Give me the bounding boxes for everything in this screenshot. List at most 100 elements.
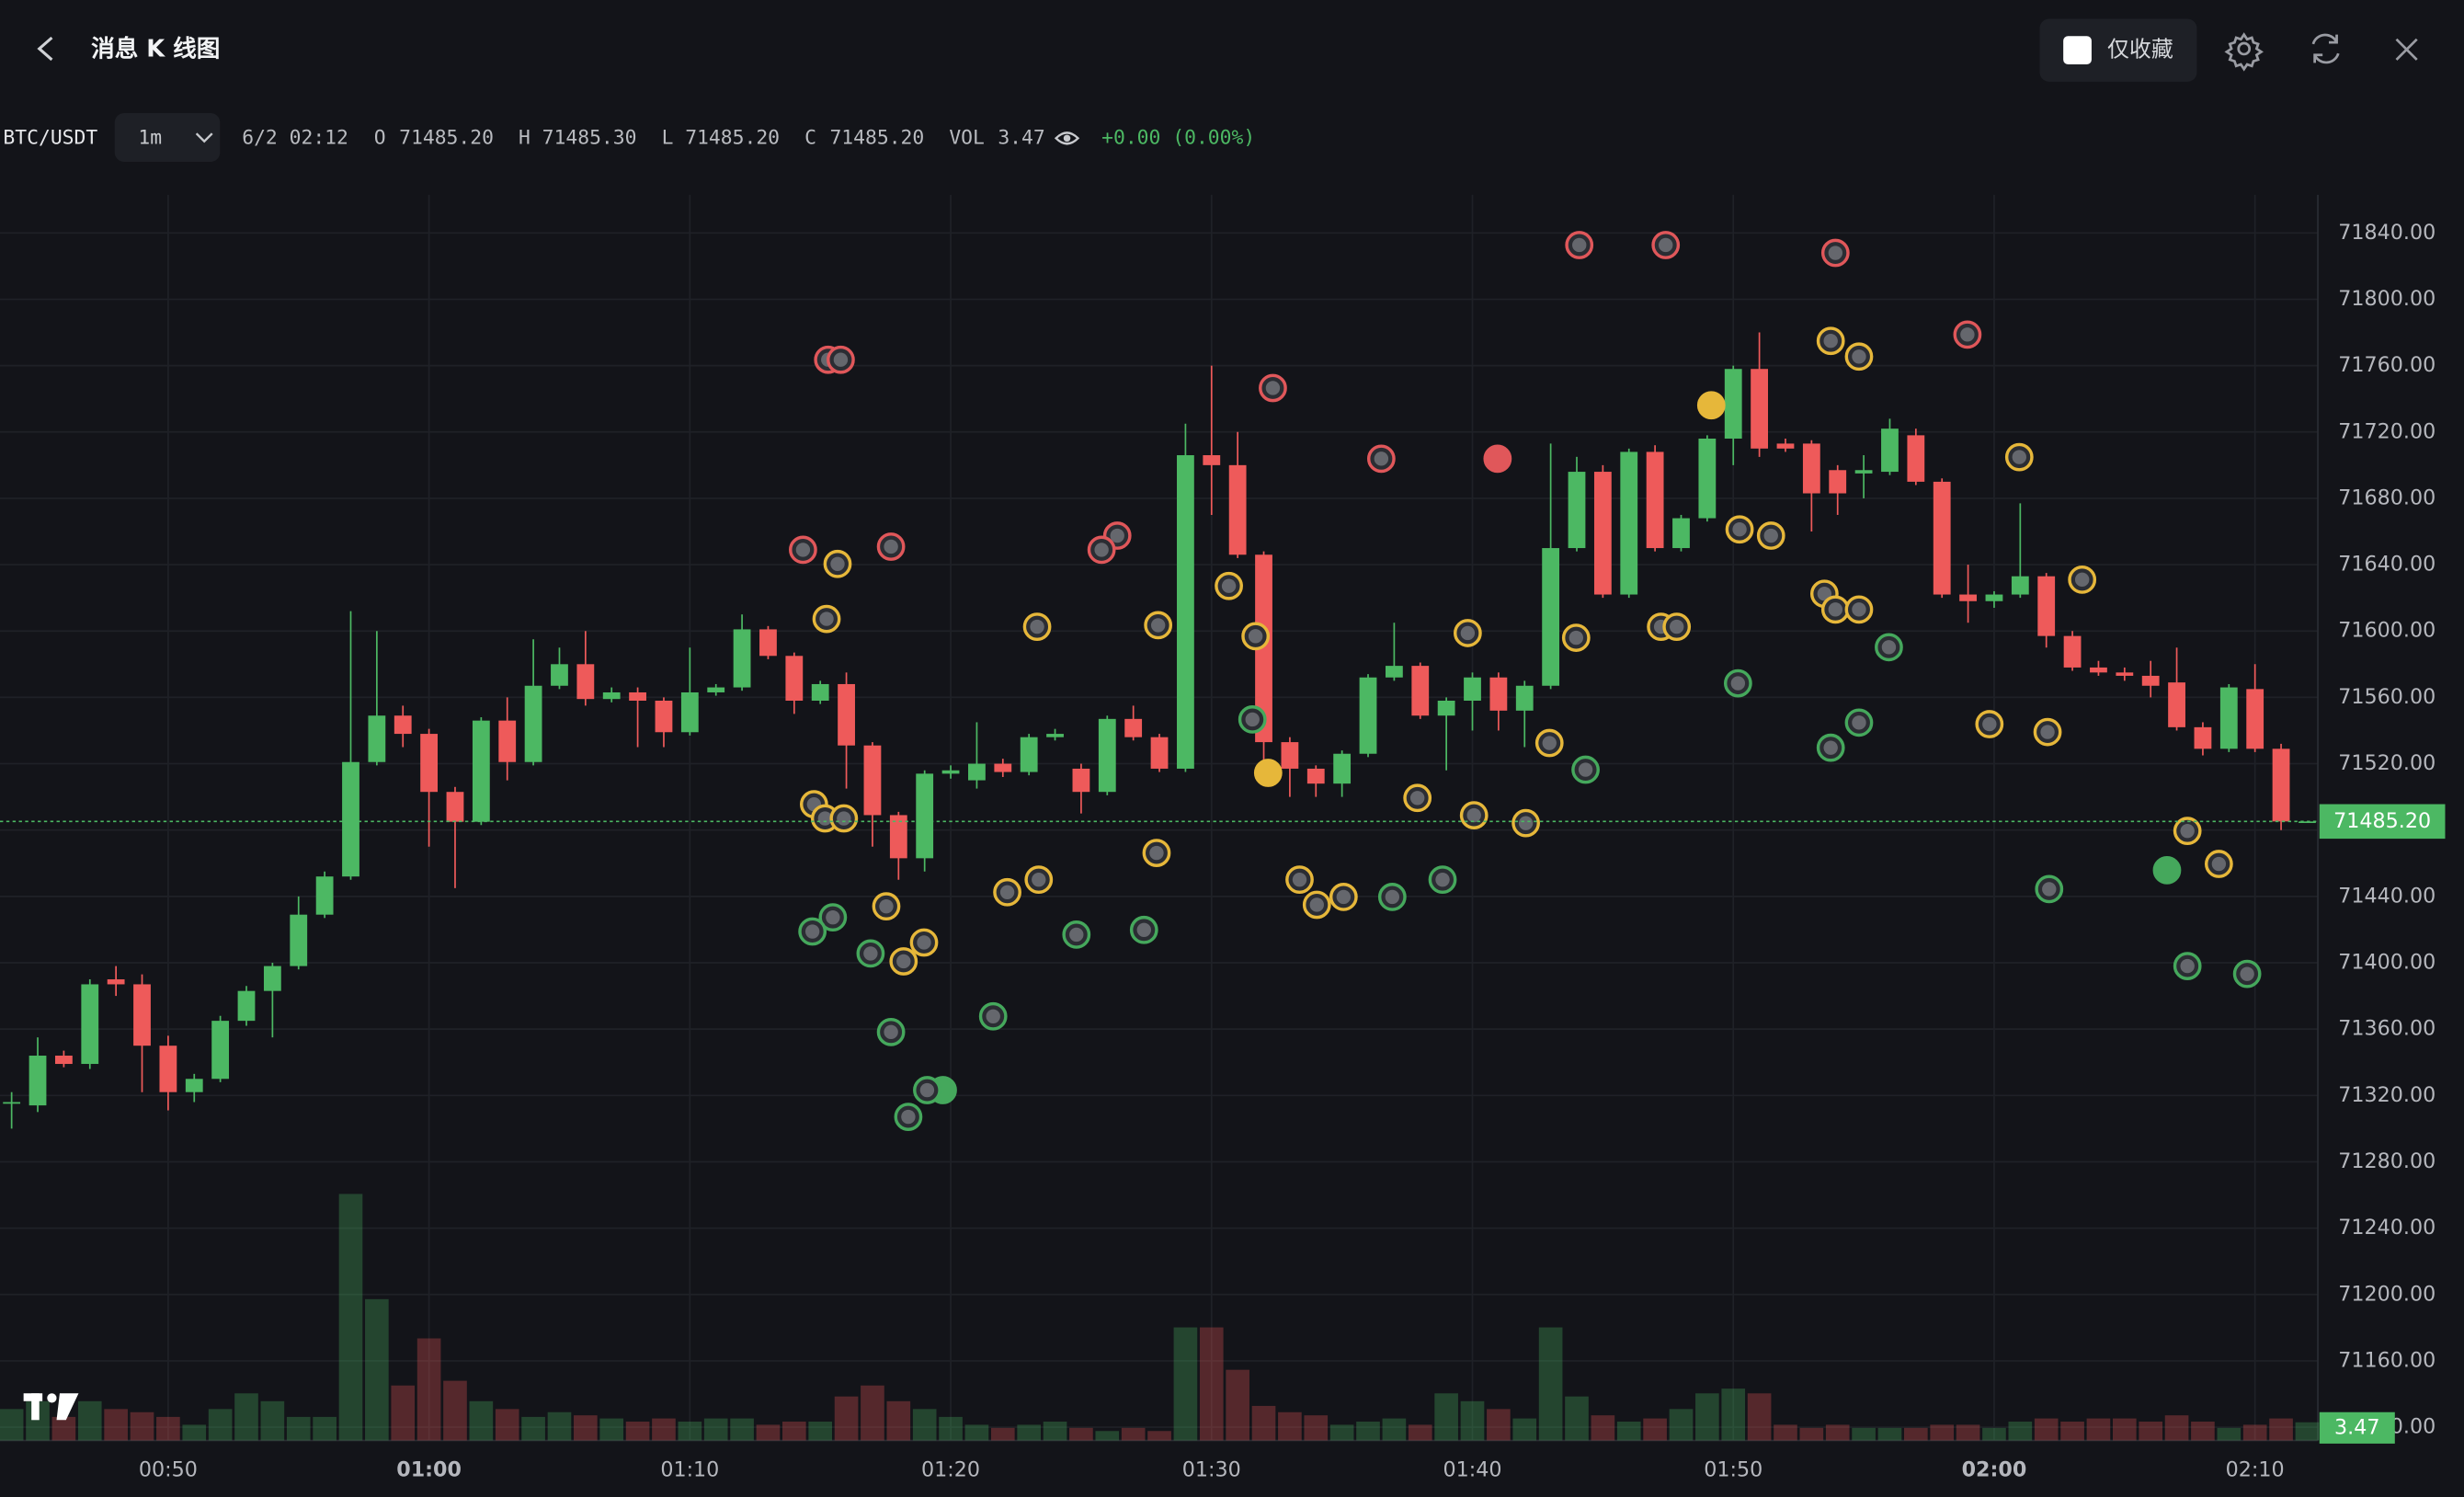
message-marker[interactable] [1571,755,1600,784]
message-marker[interactable] [856,939,885,968]
message-marker[interactable] [818,903,848,932]
candle-body [159,1046,177,1092]
volume-bar [599,1418,624,1441]
message-marker[interactable] [1024,865,1054,895]
candle-body [1281,742,1299,769]
candle-body [1020,737,1038,772]
message-marker[interactable] [1144,611,1173,640]
volume-bar [1278,1411,1302,1441]
message-marker[interactable] [1844,708,1874,737]
message-marker[interactable] [909,928,939,957]
message-marker[interactable] [1483,444,1512,474]
message-marker[interactable] [2004,442,2034,472]
message-marker[interactable] [1377,883,1407,911]
candle-body [524,685,542,762]
settings-gear[interactable] [2224,32,2264,72]
message-marker[interactable] [1403,783,1432,813]
marker-avatar [1732,522,1747,537]
message-marker[interactable] [1459,801,1489,829]
message-marker[interactable] [1453,619,1482,647]
close-icon[interactable] [2395,38,2418,61]
marker-avatar [830,556,845,571]
message-marker[interactable] [978,1001,1008,1031]
message-marker[interactable] [2035,874,2064,904]
message-marker[interactable] [913,1076,941,1104]
message-marker[interactable] [1953,320,1982,349]
message-marker[interactable] [1696,391,1726,420]
message-marker[interactable] [1820,595,1850,624]
interval-select[interactable]: 1m [114,112,221,162]
volume-bar [1669,1409,1694,1441]
message-marker[interactable] [812,604,841,634]
favorites-toggle[interactable]: 仅收藏 [2039,18,2197,82]
message-marker[interactable] [2232,959,2262,988]
settings-icon[interactable] [2237,41,2252,56]
back-button[interactable] [37,36,53,62]
message-marker[interactable] [1561,623,1591,652]
message-marker[interactable] [1142,839,1171,867]
candle-body [941,770,960,774]
message-marker[interactable] [1723,669,1752,698]
message-marker[interactable] [889,947,918,976]
message-marker[interactable] [1022,612,1052,641]
message-marker[interactable] [1820,238,1850,268]
message-marker[interactable] [2033,717,2062,747]
message-marker[interactable] [1875,633,1903,662]
message-marker[interactable] [2152,856,2182,885]
message-marker[interactable] [1329,883,1358,911]
message-marker[interactable] [1975,710,2004,738]
message-marker[interactable] [1565,231,1594,259]
message-marker[interactable] [2068,565,2097,594]
message-marker[interactable] [827,345,855,374]
select-bg [114,112,221,162]
message-marker[interactable] [823,549,852,578]
message-marker[interactable] [1215,571,1243,600]
message-marker[interactable] [798,917,827,946]
message-marker[interactable] [1062,920,1091,949]
y-tick-label: 71240.00 [2338,1216,2435,1240]
volume-bar [443,1380,467,1441]
message-marker[interactable] [993,877,1021,907]
message-marker[interactable] [1651,231,1681,259]
marker-avatar [795,543,811,557]
message-marker[interactable] [829,804,859,833]
candle-body [2194,726,2212,749]
message-marker[interactable] [1285,865,1314,895]
message-marker[interactable] [1253,759,1283,787]
message-marker[interactable] [1259,373,1287,403]
message-marker[interactable] [1087,535,1116,565]
eye-icon[interactable] [1054,131,1080,145]
candle-body [1228,464,1247,555]
message-marker[interactable] [1662,612,1692,641]
message-marker[interactable] [1428,865,1457,895]
message-marker[interactable] [876,532,906,561]
message-marker[interactable] [872,892,901,921]
marker-avatar [999,885,1015,899]
message-marker[interactable] [1129,915,1158,944]
refresh-icon[interactable] [2311,33,2340,64]
volume-bar [234,1393,258,1441]
message-marker[interactable] [1241,622,1271,651]
message-marker[interactable] [1238,705,1267,734]
message-marker[interactable] [1725,515,1754,544]
checkbox[interactable] [2063,36,2092,65]
message-marker[interactable] [789,535,817,565]
message-marker[interactable] [876,1017,906,1046]
message-marker[interactable] [1534,728,1564,758]
ohlc-key: C [804,126,816,149]
message-marker[interactable] [1302,890,1331,920]
marker-avatar [1409,791,1425,806]
message-marker[interactable] [894,1103,923,1131]
message-marker[interactable] [1844,342,1874,371]
message-marker[interactable] [1511,808,1540,838]
message-marker[interactable] [1844,595,1874,624]
message-marker[interactable] [2173,952,2202,980]
volume-bar [2295,1422,2320,1441]
message-marker[interactable] [1756,521,1785,550]
y-tick-label: 71520.00 [2338,751,2435,775]
message-marker[interactable] [2204,850,2233,878]
message-marker[interactable] [1366,444,1396,474]
message-marker[interactable] [2173,817,2202,846]
message-marker[interactable] [1816,733,1845,762]
message-marker[interactable] [1816,326,1845,356]
